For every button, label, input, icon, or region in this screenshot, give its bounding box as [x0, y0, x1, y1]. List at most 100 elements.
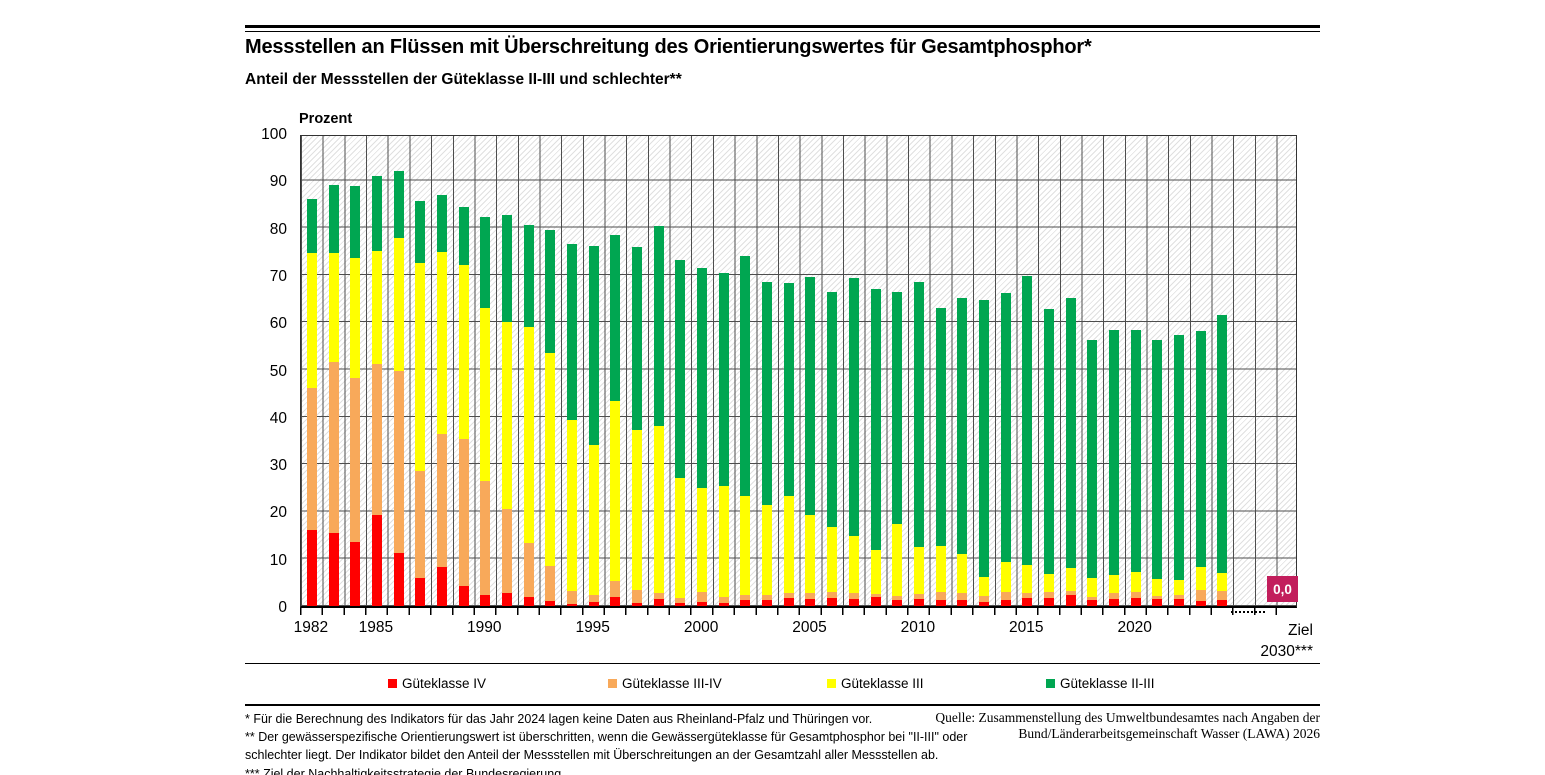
bar-segment [1022, 597, 1033, 606]
bar-segment [523, 326, 534, 543]
bar-segment [718, 596, 729, 604]
bar-segment [1109, 593, 1119, 599]
bar-segment [653, 598, 664, 606]
x-axis-tick-marks [300, 608, 1297, 615]
bar-1992 [523, 224, 534, 606]
bar-segment [1043, 597, 1054, 606]
bar-segment [740, 256, 751, 496]
divider-above-legend [245, 663, 1320, 664]
bar-segment [328, 362, 339, 533]
bar-segment [653, 593, 664, 599]
bar-segment [328, 252, 339, 363]
bar-segment [892, 600, 903, 606]
bar-segment [675, 477, 686, 598]
bar-segment [1109, 575, 1119, 594]
bar-segment [1000, 292, 1011, 562]
source-line2: Bund/Länderarbeitsgemeinschaft Wasser (L… [1018, 725, 1320, 741]
bar-2016 [1043, 308, 1054, 606]
bar-segment [957, 600, 968, 606]
bar-segment [740, 495, 751, 595]
target-axis-label: Ziel 2030*** [1228, 620, 1313, 662]
x-tick-label: 2015 [1009, 619, 1044, 636]
bar-segment [545, 352, 556, 567]
bar-2018 [1087, 339, 1098, 606]
bar-segment [415, 200, 426, 264]
bar-segment [1195, 589, 1206, 601]
bar-segment [870, 593, 881, 597]
y-tick-label: 100 [261, 126, 287, 143]
bar-segment [827, 292, 838, 527]
x-tick-label: 2005 [792, 619, 827, 636]
bar-segment [567, 603, 577, 606]
bar-segment [523, 542, 534, 597]
bar-1994 [567, 243, 577, 606]
footnote-line: *** Ziel der Nachhaltigkeitsstrategie de… [245, 766, 562, 775]
bar-segment [913, 598, 924, 606]
bar-segment [957, 297, 968, 554]
bar-segment [978, 300, 989, 578]
bar-segment [848, 592, 859, 599]
x-tick-label: 1995 [575, 619, 610, 636]
chart-subtitle: Anteil der Messstellen der Güteklasse II… [245, 71, 682, 88]
y-tick-label: 50 [269, 362, 287, 380]
bar-segment [1087, 596, 1098, 600]
bar-segment [848, 277, 859, 536]
bar-segment [588, 602, 599, 606]
bar-segment [1087, 339, 1098, 578]
x-tick-label: 2020 [1117, 619, 1152, 636]
bar-segment [805, 276, 816, 515]
bar-2001 [718, 273, 729, 606]
bar-2012 [957, 297, 968, 606]
bar-segment [545, 566, 556, 602]
bar-segment [1152, 578, 1163, 596]
chart-title: Messstellen an Flüssen mit Überschreitun… [245, 36, 1092, 58]
bar-segment [1174, 579, 1185, 595]
bar-segment [1195, 600, 1206, 606]
bar-segment [1065, 568, 1076, 591]
bar-segment [436, 433, 447, 568]
bar-segment [632, 246, 643, 431]
top-rule-thick [245, 25, 1320, 28]
bar-segment [762, 505, 773, 595]
target-axis-label-line2: 2030*** [1260, 643, 1313, 660]
bar-segment [523, 596, 534, 606]
bar-segment [935, 592, 946, 600]
bar-segment [827, 591, 838, 598]
bar-segment [545, 229, 556, 353]
top-rule-thin [245, 31, 1320, 32]
bar-segment [935, 546, 946, 593]
bar-segment [436, 195, 447, 253]
bar-segment [480, 308, 491, 481]
bar-segment [1065, 590, 1076, 596]
bar-2015 [1022, 276, 1033, 606]
bar-segment [393, 370, 404, 554]
bar-segment [501, 322, 512, 510]
bar-segment [371, 250, 382, 364]
x-tick-label: 2010 [900, 619, 936, 636]
bar-2014 [1000, 292, 1011, 606]
bar-segment [523, 224, 534, 327]
y-tick-label: 90 [269, 173, 287, 191]
bar-segment [1174, 335, 1185, 580]
bar-1995 [588, 245, 599, 606]
x-tick-label: 1982 [293, 619, 329, 636]
bar-segment [697, 487, 708, 593]
footnote-line: ** Der gewässerspezifische Orientierungs… [245, 730, 968, 745]
bar-segment [740, 594, 751, 601]
bar-segment [632, 430, 643, 591]
plot-area [300, 135, 1297, 608]
bar-1993 [545, 229, 556, 606]
bar-segment [545, 601, 556, 606]
bar-segment [675, 603, 686, 606]
bar-segment [306, 530, 317, 606]
bar-1990 [480, 217, 491, 606]
bar-2011 [935, 308, 946, 606]
bar-segment [458, 439, 469, 587]
bar-2006 [827, 292, 838, 606]
bar-segment [1152, 339, 1163, 579]
bar-2020 [1130, 330, 1141, 606]
bar-segment [697, 602, 708, 606]
y-tick-label: 80 [269, 220, 287, 238]
y-tick-label: 0 [278, 599, 287, 616]
